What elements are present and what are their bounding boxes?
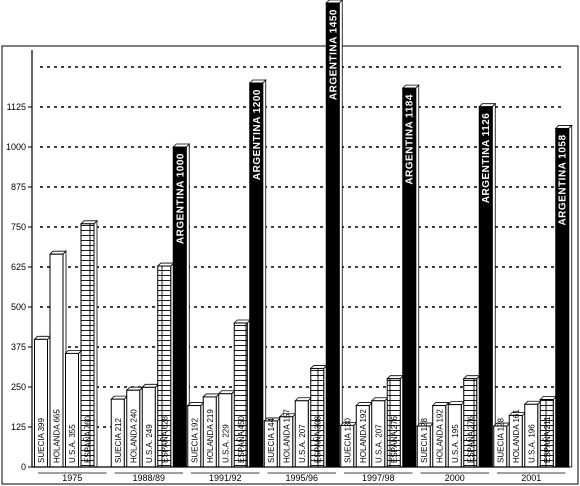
bar-label: HOLANDA 665 (53, 409, 62, 463)
bar-label: U.S.A. 196 (527, 424, 536, 463)
bar-label: ARGENTINA 1126 (481, 113, 492, 204)
bar-label: ESPAÑA 760 (84, 415, 93, 463)
y-tick-label: 500 (11, 302, 26, 312)
y-tick-label: 1000 (6, 142, 26, 152)
x-axis: 1975 1988/89 1991/92 1995/96 1997/98 2000 2001 (32, 466, 570, 483)
y-tick-label: 625 (11, 262, 26, 272)
bar-label: ESPAÑA 308 (313, 415, 322, 463)
bar-label: ESPAÑA 450 (237, 415, 246, 463)
bar-label: U.S.A. 229 (221, 424, 230, 463)
bar-label: SUECIA 130 (343, 418, 352, 463)
bar-label: ARGENTINA 1000 (175, 153, 186, 244)
bar-label: SUECIA 192 (190, 418, 199, 463)
y-tick-label: 375 (11, 342, 26, 352)
bar-label: ESPAÑA 276 (466, 415, 475, 463)
bar-group-1988-89: SUECIA 212 HOLANDA 240 U.S.A. 249 ESPAÑA 62… (110, 143, 191, 468)
bar-label: U.S.A. 249 (145, 424, 154, 463)
bar-label: SUECIA 399 (37, 418, 46, 463)
y-axis: 0 125 250 375 500 625 750 875 1000 1125 (6, 50, 33, 472)
y-tick-label: 750 (11, 222, 26, 232)
x-category-label: 1975 (62, 473, 82, 483)
bar-label: SUECIA 144 (267, 418, 276, 463)
y-tick-label: 250 (11, 382, 26, 392)
bar-label: ARGENTINA 1200 (252, 89, 263, 180)
bar-label: SUECIA 128 (420, 418, 429, 463)
bar-label: ESPAÑA 276 (390, 415, 399, 463)
bar-group-2001: SUECIA 128 HOLANDA 161 U.S.A. 196 ESPAÑA 21… (492, 124, 573, 468)
bar-label: ARGENTINA 1184 (405, 94, 416, 185)
bar-label: U.S.A. 207 (374, 424, 383, 463)
bar-label: HOLANDA 161 (512, 409, 521, 463)
bar-group-1995-96: SUECIA 144 HOLANDA 157 U.S.A. 207 ESPAÑA 30… (263, 0, 343, 468)
x-category-label: 1995/96 (285, 473, 318, 483)
bar-label: ARGENTINA 1450 (328, 9, 339, 100)
bar-label: HOLANDA 192 (359, 409, 368, 463)
bar-group-1991-92: SUECIA 192 HOLANDA 219 U.S.A. 229 ESPAÑA 45… (186, 79, 267, 468)
bar-label: HOLANDA 240 (129, 409, 138, 463)
x-category-label: 1991/92 (209, 473, 242, 483)
bar-group-1975: SUECIA 399 HOLANDA 665 U.S.A. 355 ESPAÑA 76… (33, 219, 98, 468)
x-category-label: 2001 (521, 473, 541, 483)
bar-label: ARGENTINA 1058 (558, 134, 569, 225)
x-category-label: 1988/89 (132, 473, 165, 483)
bar-label: U.S.A. 355 (68, 424, 77, 463)
bar-label: SUECIA 212 (114, 418, 123, 463)
y-tick-label: 875 (11, 182, 26, 192)
x-category-label: 2000 (445, 473, 465, 483)
bar-groups: SUECIA 399 HOLANDA 665 U.S.A. 355 ESPAÑA 76… (33, 0, 573, 468)
y-tick-label: 1125 (7, 102, 26, 112)
bar-label: HOLANDA 219 (206, 409, 215, 463)
bar-label: ESPAÑA 628 (160, 415, 169, 463)
bar-label: U.S.A. 195 (451, 424, 460, 463)
bar-group-1997-98: SUECIA 130 HOLANDA 192 U.S.A. 207 ESPAÑA 27… (339, 84, 420, 468)
bar-label: HOLANDA 157 (282, 409, 291, 463)
chart-frame (1, 45, 579, 485)
y-tick-label: 0 (21, 462, 26, 472)
bar-group-2000: SUECIA 128 HOLANDA 192 U.S.A. 195 ESPAÑA 27… (416, 102, 497, 468)
bar-label: HOLANDA 192 (435, 409, 444, 463)
bar-label: ESPAÑA 211 (543, 416, 552, 463)
bar-label: U.S.A. 207 (298, 424, 307, 463)
bar-label: SUECIA 128 (496, 418, 505, 463)
x-category-label: 1997/98 (362, 473, 395, 483)
y-tick-label: 125 (11, 422, 26, 432)
